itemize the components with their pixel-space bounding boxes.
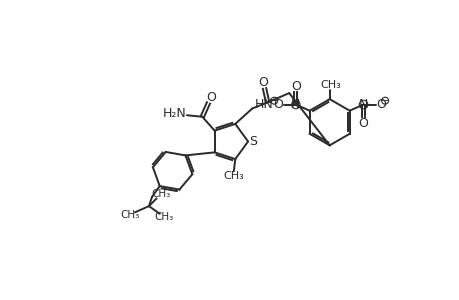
Text: N: N [358,98,368,111]
Text: H₂N: H₂N [162,107,186,120]
Text: −: − [380,96,388,106]
Text: O: O [206,91,215,104]
Text: O: O [290,80,300,92]
Text: −: − [269,96,278,106]
Text: N: N [291,98,300,111]
Text: O: O [358,116,368,130]
Text: O: O [273,98,282,111]
Text: O: O [375,98,386,111]
Text: CH₃: CH₃ [121,210,140,220]
Text: O: O [257,76,268,89]
Text: CH₃: CH₃ [154,212,174,222]
Text: CH₃: CH₃ [223,171,244,181]
Text: CH₃: CH₃ [320,80,341,89]
Text: S: S [249,135,257,148]
Text: CH₃: CH₃ [151,189,171,199]
Text: HN: HN [254,98,273,111]
